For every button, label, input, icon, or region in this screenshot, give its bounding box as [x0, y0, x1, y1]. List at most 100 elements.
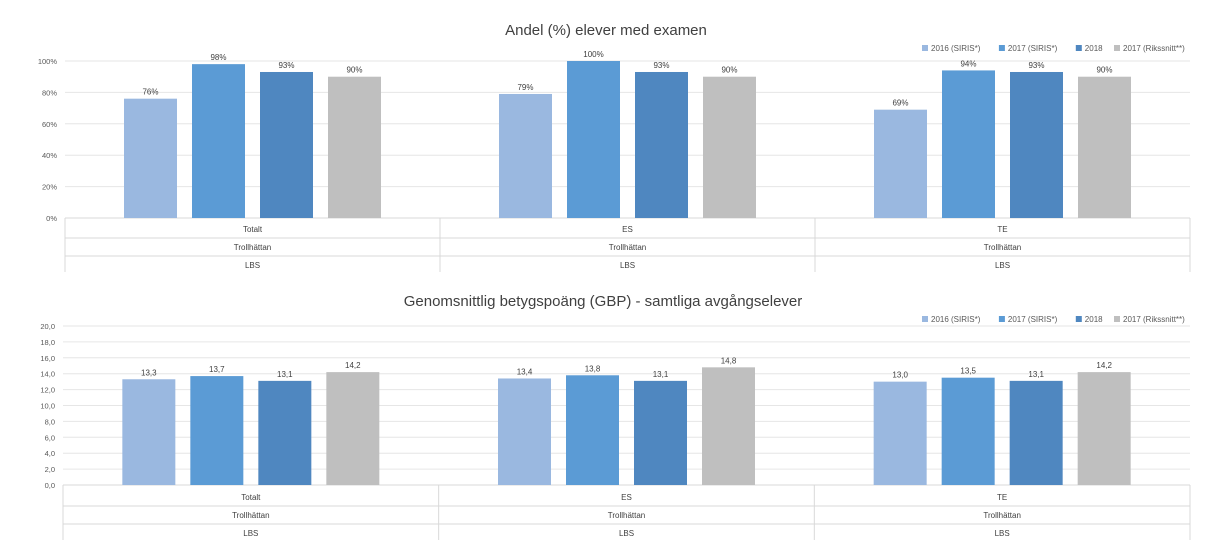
- chart1-y-tick-label: 40%: [42, 151, 57, 160]
- chart2-legend-label-2: 2017 (SIRIS*): [1008, 315, 1058, 324]
- chart2-y-tick-label: 8,0: [45, 417, 55, 426]
- chart1-bar-te-1: [874, 109, 927, 218]
- chart-gbp: Genomsnittlig betygspoäng (GBP) - samtli…: [40, 293, 1191, 540]
- chart2-legend-label-1: 2016 (SIRIS*): [931, 315, 981, 324]
- chart1-category-label-level-1: TE: [997, 225, 1007, 234]
- chart2-legend: 2016 (SIRIS*) 2017 (SIRIS*) 2018 2017 (Riks…: [922, 315, 1185, 324]
- chart1-y-tick-label: 0%: [46, 214, 57, 223]
- chart1-legend-label-4: 2017 (Rikssnitt**): [1123, 44, 1185, 53]
- chart1-data-label: 93%: [653, 61, 669, 70]
- chart2-data-label: 13,1: [277, 370, 293, 379]
- chart1-bar-totalt-2: [192, 64, 245, 218]
- chart2-category-label-level-1: ES: [621, 493, 632, 502]
- chart2-legend-swatch-1: [922, 316, 928, 322]
- chart2-bar-totalt-4: [326, 372, 380, 485]
- chart1-bar-totalt-3: [260, 71, 313, 219]
- chart1-bar-es-4: [703, 76, 756, 218]
- chart1-bar-es-2: [567, 61, 620, 218]
- chart2-y-tick-label: 12,0: [40, 386, 55, 395]
- chart2-legend-label-3: 2018: [1085, 315, 1103, 324]
- chart2-bar-totalt-1: [122, 379, 176, 485]
- chart2-category-label-level-3: LBS: [619, 529, 634, 538]
- chart2-data-label: 14,8: [721, 356, 737, 365]
- chart2-y-tick-label: 2,0: [45, 465, 55, 474]
- chart2-category-label-level-2: Trollhättan: [608, 511, 646, 520]
- chart2-category-label-level-1: Totalt: [241, 493, 261, 502]
- chart2-y-tick-label: 0,0: [45, 481, 55, 490]
- chart2-category-label-level-2: Trollhättan: [983, 511, 1021, 520]
- chart2-y-tick-label: 18,0: [40, 338, 55, 347]
- chart2-bar-totalt-2: [190, 376, 244, 485]
- chart2-data-label: 13,1: [1028, 370, 1044, 379]
- chart2-data-label: 14,2: [1096, 361, 1112, 370]
- chart1-bar-te-2: [942, 70, 995, 218]
- chart1-legend: 2016 (SIRIS*) 2017 (SIRIS*) 2018 2017 (Riks…: [922, 44, 1185, 53]
- chart1-title: Andel (%) elever med examen: [505, 22, 707, 39]
- chart1-category-label-level-1: ES: [622, 225, 633, 234]
- chart1-data-label: 90%: [346, 66, 362, 75]
- chart1-category-label-level-2: Trollhättan: [234, 243, 272, 252]
- chart1-category-label-level-3: LBS: [620, 261, 635, 270]
- chart2-legend-swatch-3: [1075, 316, 1082, 322]
- chart1-data-label: 90%: [1096, 66, 1112, 75]
- chart2-legend-label-4: 2017 (Rikssnitt**): [1123, 315, 1185, 324]
- chart2-bar-te-4: [1077, 372, 1131, 485]
- chart1-data-label: 79%: [517, 83, 533, 92]
- chart1-bar-es-3: [635, 71, 688, 219]
- chart2-bar-te-3: [1009, 380, 1063, 485]
- chart1-data-label: 69%: [892, 99, 908, 108]
- chart1-bar-te-4: [1078, 76, 1131, 218]
- chart2-y-tick-label: 10,0: [40, 402, 55, 411]
- chart1-bar-totalt-1: [124, 98, 177, 218]
- chart2-category-label-level-3: LBS: [995, 529, 1010, 538]
- chart2-data-label: 13,4: [517, 367, 533, 376]
- chart2-y-tick-label: 6,0: [45, 433, 55, 442]
- chart1-category-label-level-3: LBS: [995, 261, 1010, 270]
- chart1-legend-label-2: 2017 (SIRIS*): [1008, 44, 1058, 53]
- chart2-bar-te-1: [873, 381, 927, 485]
- chart2-legend-swatch-2: [998, 316, 1005, 322]
- chart1-y-tick-label: 80%: [42, 88, 57, 97]
- chart2-bar-es-3: [634, 380, 687, 485]
- chart1-category-label-level-1: Totalt: [243, 225, 263, 234]
- chart1-legend-swatch-4: [1114, 45, 1120, 51]
- chart1-category-label-level-2: Trollhättan: [609, 243, 647, 252]
- chart1-legend-swatch-3: [1075, 45, 1082, 51]
- chart2-y-tick-label: 14,0: [40, 370, 55, 379]
- chart1-data-label: 76%: [142, 88, 158, 97]
- chart1-bar-te-3: [1010, 71, 1063, 219]
- chart1-data-label: 93%: [1028, 61, 1044, 70]
- chart-andel-examen: Andel (%) elever med examen 2016 (SIRIS*)…: [38, 22, 1191, 272]
- chart2-data-label: 13,1: [653, 370, 669, 379]
- chart2-y-tick-label: 16,0: [40, 354, 55, 363]
- chart1-data-label: 100%: [583, 50, 603, 59]
- chart2-legend-swatch-4: [1114, 316, 1120, 322]
- chart2-category-label-level-1: TE: [997, 493, 1007, 502]
- chart1-data-label: 98%: [210, 53, 226, 62]
- chart2-data-label: 13,5: [960, 367, 976, 376]
- chart2-bar-es-2: [566, 375, 619, 485]
- chart1-legend-label-1: 2016 (SIRIS*): [931, 44, 981, 53]
- chart1-legend-label-3: 2018: [1085, 44, 1103, 53]
- chart1-y-tick-label: 60%: [42, 120, 57, 129]
- chart1-data-label: 94%: [960, 59, 976, 68]
- chart2-bar-es-1: [498, 378, 551, 485]
- chart2-category-label-level-3: LBS: [243, 529, 258, 538]
- chart2-data-label: 13,0: [892, 371, 908, 380]
- chart1-legend-swatch-2: [998, 45, 1005, 51]
- chart1-category-label-level-2: Trollhättan: [984, 243, 1022, 252]
- chart1-legend-swatch-1: [922, 45, 928, 51]
- chart2-bar-totalt-3: [258, 380, 312, 485]
- chart2-data-label: 13,8: [585, 364, 601, 373]
- chart2-data-label: 13,3: [141, 368, 157, 377]
- chart1-bar-totalt-4: [328, 76, 381, 218]
- chart2-data-label: 13,7: [209, 365, 225, 374]
- chart2-bar-te-2: [941, 377, 995, 485]
- chart1-y-tick-label: 20%: [42, 183, 57, 192]
- chart2-category-label-level-2: Trollhättan: [232, 511, 270, 520]
- chart2-bar-es-4: [702, 367, 755, 485]
- chart1-data-label: 93%: [278, 61, 294, 70]
- chart2-title: Genomsnittlig betygspoäng (GBP) - samtli…: [404, 293, 803, 310]
- chart2-y-tick-label: 4,0: [45, 449, 55, 458]
